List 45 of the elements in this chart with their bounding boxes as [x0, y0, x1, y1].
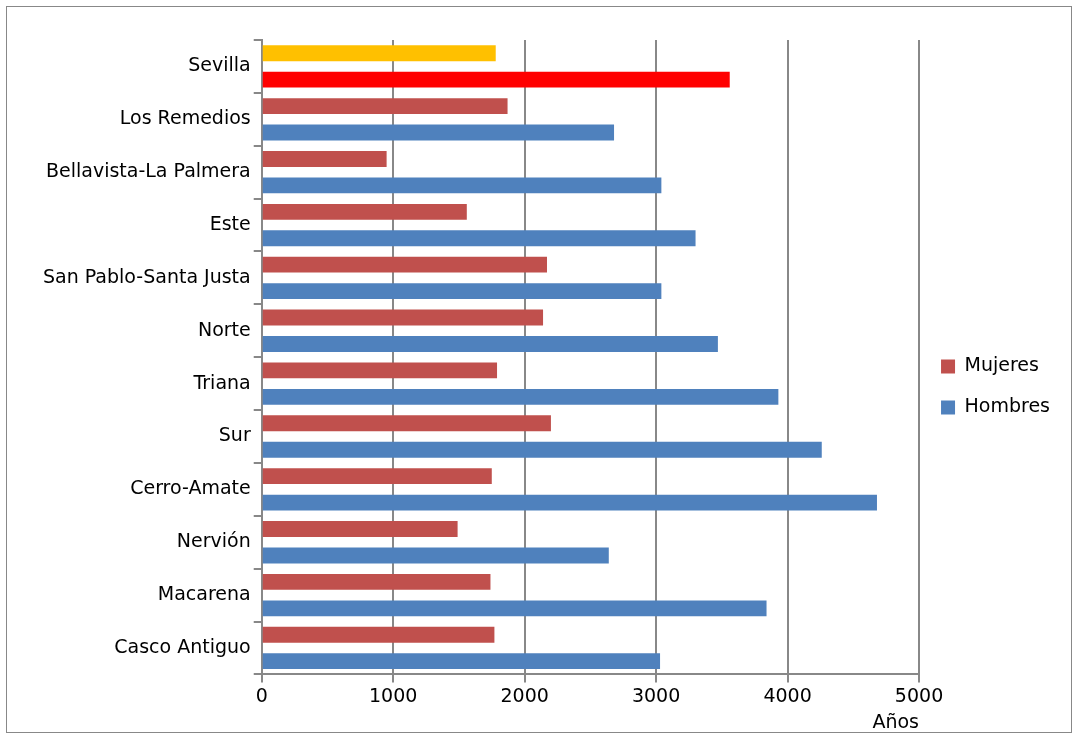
bar — [262, 256, 547, 273]
y-tick-label: Cerro-Amate — [130, 476, 251, 499]
bar — [262, 309, 544, 326]
x-tick-label: 5000 — [894, 683, 944, 706]
bar — [262, 521, 458, 537]
legend-label: Mujeres — [964, 353, 1039, 376]
bar — [262, 203, 467, 220]
bar — [262, 388, 779, 405]
y-tick-label: Nervión — [176, 529, 251, 552]
bar — [262, 626, 495, 643]
y-tick-label: Triana — [192, 370, 251, 393]
x-tick-label: 4000 — [763, 683, 812, 706]
y-tick-label: Casco Antiguo — [114, 634, 251, 657]
bar — [262, 71, 730, 88]
bar — [262, 547, 609, 564]
y-tick-label: Este — [209, 211, 251, 234]
y-tick-label: Macarena — [157, 582, 251, 605]
bar — [262, 177, 662, 194]
y-tick-label: Los Remedios — [119, 106, 251, 129]
x-tick-label: 3000 — [631, 683, 681, 706]
legend-label: Hombres — [964, 394, 1051, 417]
bar — [262, 600, 767, 617]
bar — [262, 151, 387, 167]
x-axis-title: Años — [872, 709, 920, 732]
x-tick-label: 0 — [255, 683, 268, 706]
x-tick-label: 2000 — [500, 683, 549, 706]
bar — [262, 415, 551, 432]
bar — [262, 362, 498, 379]
bar — [262, 653, 661, 670]
bar — [262, 494, 877, 511]
bar — [262, 283, 662, 300]
y-tick-label: San Pablo-Santa Justa — [42, 264, 251, 287]
bar — [262, 98, 508, 115]
y-tick-label: Sur — [218, 423, 251, 446]
bar — [262, 124, 615, 141]
bar — [262, 441, 822, 458]
bar — [262, 336, 718, 352]
x-tick-label: 1000 — [369, 683, 418, 706]
bar — [262, 45, 496, 62]
y-tick-label: Norte — [197, 317, 251, 340]
y-tick-label: Bellavista-La Palmera — [45, 159, 251, 182]
bar — [262, 230, 696, 247]
bar — [262, 468, 492, 485]
y-tick-label: Sevilla — [188, 53, 251, 76]
bar — [262, 573, 491, 590]
